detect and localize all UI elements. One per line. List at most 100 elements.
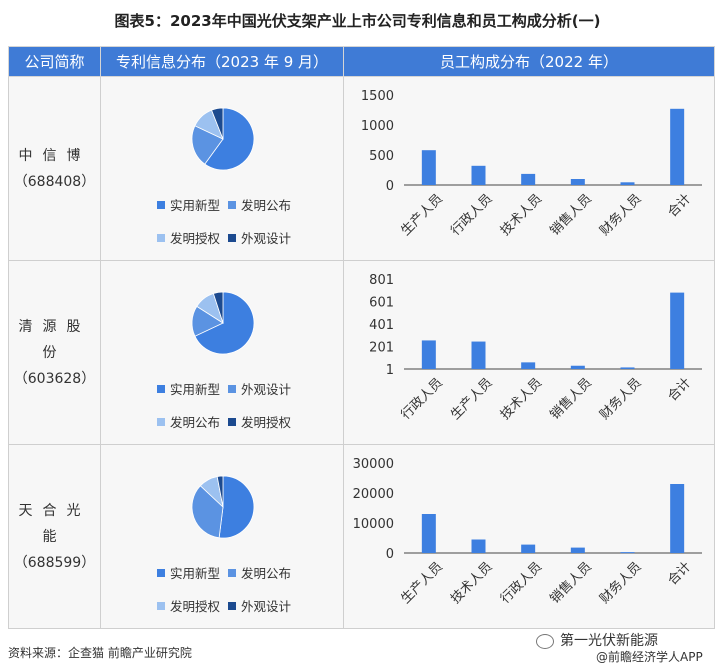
legend-item: 发明公布 xyxy=(157,412,220,431)
legend-swatch xyxy=(157,601,165,610)
company-code: （688599） xyxy=(13,554,96,571)
x-tick-label: 技术人员 xyxy=(498,375,545,422)
patent-cell: 实用新型 发明公布 发明授权 外观设计 xyxy=(100,444,344,629)
legend-label: 发明公布 xyxy=(241,198,292,213)
legend-swatch xyxy=(228,601,236,610)
staff-cell: 0 10000 20000 30000 生产人员 技术人员 行政人员 销售人员 财务人员 合计 xyxy=(343,444,715,629)
legend-swatch xyxy=(228,417,236,426)
patent-cell: 实用新型 发明公布 发明授权 外观设计 xyxy=(100,76,344,261)
legend-item: 发明授权 xyxy=(157,228,220,247)
legend-swatch xyxy=(228,200,236,209)
header-company: 公司简称 xyxy=(8,46,101,77)
header-patent: 专利信息分布（2023 年 9 月） xyxy=(100,46,344,77)
legend-swatch xyxy=(228,568,236,577)
y-tick-label: 30000 xyxy=(353,457,394,472)
pie-legend: 实用新型 发明公布 发明授权 外观设计 xyxy=(157,563,337,629)
x-tick-label: 销售人员 xyxy=(547,559,595,607)
y-tick-label: 0 xyxy=(386,547,394,562)
y-tick-label: 0 xyxy=(386,179,394,194)
legend-item: 实用新型 xyxy=(157,563,220,582)
legend-item: 发明公布 xyxy=(228,195,291,214)
bar xyxy=(421,150,436,185)
company-name: 清源股份 xyxy=(18,318,91,361)
company-code: （688408） xyxy=(13,173,96,190)
pie-slice xyxy=(211,107,224,140)
bar xyxy=(521,173,536,185)
y-tick-label: 801 xyxy=(369,273,394,288)
legend-label: 外观设计 xyxy=(241,382,292,397)
bar xyxy=(670,484,685,553)
brand-watermark: 第一光伏新能源 xyxy=(536,630,658,650)
company-cell: 中信博 （688408） xyxy=(8,76,101,261)
x-tick-label: 行政人员 xyxy=(398,375,445,422)
legend-item: 发明授权 xyxy=(157,596,220,615)
legend-swatch xyxy=(157,568,165,577)
y-tick-label: 1500 xyxy=(361,89,394,104)
bar xyxy=(570,365,585,369)
company-code: （603628） xyxy=(13,370,96,387)
pie-slice xyxy=(194,291,255,355)
bar xyxy=(471,341,486,369)
patent-pie-chart xyxy=(191,291,255,355)
legend-item: 实用新型 xyxy=(157,195,220,214)
app-watermark: @前瞻经济学人APP xyxy=(596,650,703,664)
legend-label: 外观设计 xyxy=(241,231,292,246)
legend-label: 发明授权 xyxy=(170,599,221,614)
x-tick-label: 生产人员 xyxy=(398,191,445,238)
y-tick-label: 601 xyxy=(369,296,394,311)
table-row: 中信博 （688408） 实用新型 发明公布 发明授权 外观设计 0 500 100… xyxy=(8,76,715,261)
legend-label: 实用新型 xyxy=(170,382,221,397)
bar xyxy=(421,514,436,553)
legend-swatch xyxy=(157,233,165,242)
legend-label: 发明公布 xyxy=(241,566,292,581)
legend-label: 实用新型 xyxy=(170,566,221,581)
pie-legend: 实用新型 外观设计 发明公布 发明授权 xyxy=(157,379,337,445)
x-tick-label: 财务人员 xyxy=(596,375,644,423)
y-tick-label: 1 xyxy=(386,363,394,378)
legend-swatch xyxy=(228,233,236,242)
x-tick-label: 技术人员 xyxy=(448,559,495,606)
x-tick-label: 行政人员 xyxy=(448,191,495,238)
legend-swatch xyxy=(157,417,165,426)
legend-label: 发明公布 xyxy=(170,415,221,430)
patent-pie-chart xyxy=(191,475,255,539)
y-tick-label: 500 xyxy=(369,149,394,164)
bar xyxy=(620,552,635,554)
x-tick-label: 销售人员 xyxy=(547,375,595,423)
staff-bar-chart: 0 10000 20000 30000 生产人员 技术人员 行政人员 销售人员 财务人员 合计 xyxy=(353,457,702,607)
legend-label: 外观设计 xyxy=(241,599,292,614)
bar xyxy=(670,108,685,185)
legend-item: 发明公布 xyxy=(228,563,291,582)
wechat-icon xyxy=(536,633,554,649)
x-tick-label: 合计 xyxy=(665,191,694,220)
y-tick-label: 201 xyxy=(369,341,394,356)
table-row: 清源股份 （603628） 实用新型 外观设计 发明公布 发明授权 1 201 40… xyxy=(8,260,715,445)
pie-slice xyxy=(212,291,224,324)
x-tick-label: 财务人员 xyxy=(596,191,644,239)
patent-cell: 实用新型 外观设计 发明公布 发明授权 xyxy=(100,260,344,445)
staff-bar-chart: 0 500 1000 1500 生产人员 行政人员 技术人员 销售人员 财务人员 合计 xyxy=(361,89,702,239)
x-tick-label: 销售人员 xyxy=(547,191,595,239)
x-tick-label: 生产人员 xyxy=(448,375,495,422)
bar xyxy=(421,340,436,369)
company-cell: 天合光能 （688599） xyxy=(8,444,101,629)
company-cell: 清源股份 （603628） xyxy=(8,260,101,445)
pie-legend: 实用新型 发明公布 发明授权 外观设计 xyxy=(157,195,337,261)
legend-label: 发明授权 xyxy=(241,415,292,430)
bar xyxy=(670,292,685,369)
y-tick-label: 10000 xyxy=(353,517,394,532)
bar xyxy=(471,165,486,185)
table-header-row: 公司简称 专利信息分布（2023 年 9 月） 员工构成分布（2022 年） xyxy=(8,46,715,77)
bar xyxy=(570,547,585,553)
bar xyxy=(521,362,536,369)
company-name: 天合光能 xyxy=(18,502,91,545)
x-tick-label: 财务人员 xyxy=(596,559,644,607)
x-tick-label: 行政人员 xyxy=(498,559,545,606)
pie-slice xyxy=(191,485,224,539)
x-tick-label: 生产人员 xyxy=(398,559,445,606)
x-tick-label: 技术人员 xyxy=(498,191,545,238)
staff-cell: 0 500 1000 1500 生产人员 行政人员 技术人员 销售人员 财务人员 合计 xyxy=(343,76,715,261)
analysis-table: 公司简称 专利信息分布（2023 年 9 月） 员工构成分布（2022 年） 中… xyxy=(8,46,715,629)
legend-label: 实用新型 xyxy=(170,198,221,213)
y-tick-label: 20000 xyxy=(353,487,394,502)
